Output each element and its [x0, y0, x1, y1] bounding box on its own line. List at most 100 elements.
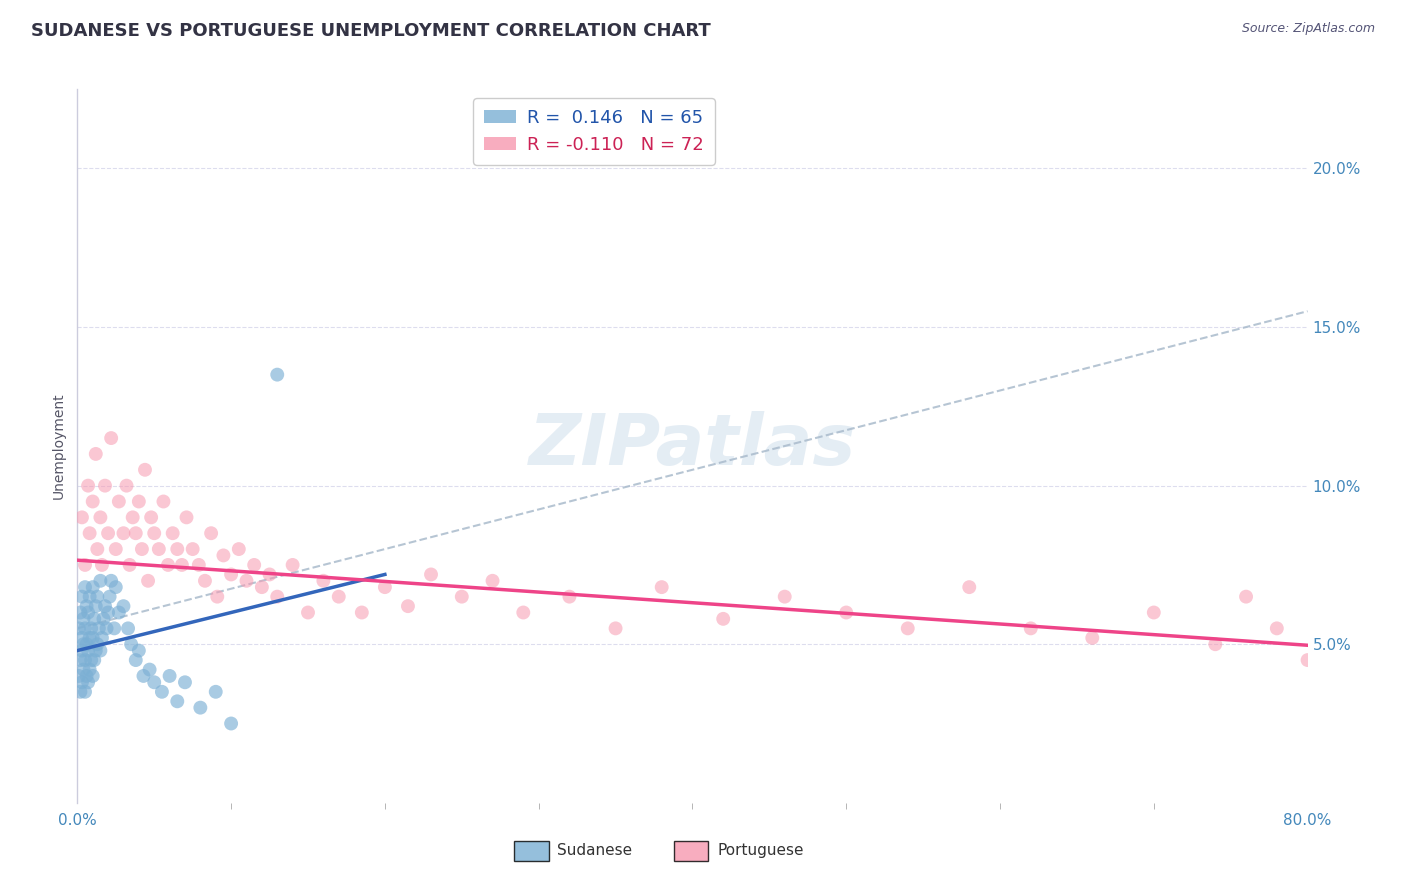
Point [73, 580, 96, 594]
Point [605, 621, 627, 635]
Point [112, 599, 135, 614]
Point [67, 621, 90, 635]
Point [259, 567, 281, 582]
Point [1327, 643, 1350, 657]
Point [350, 606, 373, 620]
Point [512, 606, 534, 620]
Point [1265, 621, 1288, 635]
Point [72, 637, 94, 651]
Point [188, 700, 212, 714]
Point [243, 558, 266, 572]
Point [69, 653, 91, 667]
Point [97, 526, 120, 541]
Point [250, 580, 273, 594]
Point [773, 590, 796, 604]
Point [297, 606, 319, 620]
Text: Portuguese: Portuguese [717, 843, 804, 858]
Point [176, 510, 198, 524]
Point [157, 558, 180, 572]
Point [558, 590, 581, 604]
Point [87, 621, 110, 635]
Point [79, 631, 101, 645]
Point [84, 643, 107, 657]
Point [481, 574, 503, 588]
Point [72, 663, 94, 677]
Point [76, 637, 98, 651]
Point [77, 478, 100, 492]
Point [70, 675, 93, 690]
Point [266, 590, 288, 604]
Point [152, 494, 174, 508]
Point [328, 590, 350, 604]
Point [77, 675, 100, 690]
Point [73, 558, 96, 572]
Point [117, 621, 139, 635]
Point [181, 542, 204, 557]
Point [73, 685, 96, 699]
Point [194, 574, 217, 588]
Point [651, 580, 673, 594]
Point [69, 685, 91, 699]
Point [312, 574, 335, 588]
Point [281, 558, 304, 572]
Point [86, 637, 108, 651]
Point [128, 643, 150, 657]
Point [207, 590, 229, 604]
Point [93, 612, 115, 626]
Point [121, 510, 143, 524]
Point [148, 542, 170, 557]
Point [70, 510, 93, 524]
Point [1234, 590, 1257, 604]
Point [136, 574, 159, 588]
Point [73, 621, 96, 635]
Point [118, 558, 141, 572]
Point [77, 606, 100, 620]
Point [89, 574, 111, 588]
Point [374, 580, 396, 594]
Point [108, 606, 131, 620]
Point [219, 567, 242, 582]
Point [219, 716, 242, 731]
Text: Source: ZipAtlas.com: Source: ZipAtlas.com [1241, 22, 1375, 36]
Point [69, 606, 91, 620]
Point [125, 526, 148, 541]
Point [450, 590, 472, 604]
Point [73, 653, 96, 667]
Point [97, 606, 120, 620]
Point [200, 526, 222, 541]
Point [835, 606, 858, 620]
Point [86, 590, 108, 604]
Point [187, 558, 209, 572]
Point [84, 447, 107, 461]
Point [228, 542, 250, 557]
Point [76, 669, 98, 683]
Point [98, 590, 121, 604]
Y-axis label: Unemployment: Unemployment [52, 392, 66, 500]
Point [420, 567, 443, 582]
Point [134, 463, 156, 477]
Point [76, 599, 98, 614]
Point [89, 643, 111, 657]
Point [83, 653, 105, 667]
Point [711, 612, 734, 626]
Point [141, 510, 163, 524]
FancyBboxPatch shape [673, 841, 709, 862]
Point [86, 542, 108, 557]
Point [82, 580, 104, 594]
Point [115, 478, 138, 492]
Point [72, 612, 94, 626]
Point [957, 580, 980, 594]
Point [897, 621, 920, 635]
Point [396, 599, 419, 614]
Point [166, 542, 188, 557]
Text: ZIPatlas: ZIPatlas [529, 411, 856, 481]
Point [83, 612, 105, 626]
Point [143, 526, 166, 541]
Point [104, 542, 127, 557]
Text: Sudanese: Sudanese [557, 843, 633, 858]
FancyBboxPatch shape [515, 841, 548, 862]
Point [94, 478, 117, 492]
Point [67, 669, 90, 683]
Point [70, 643, 93, 657]
Point [90, 631, 114, 645]
